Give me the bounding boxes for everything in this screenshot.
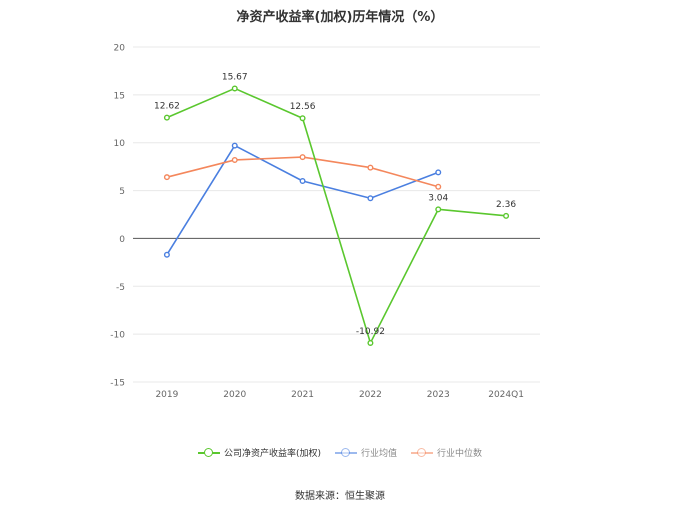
legend-label: 公司净资产收益率(加权) — [223, 449, 321, 459]
data-label: 12.56 — [290, 102, 316, 112]
data-point[interactable] — [367, 195, 374, 202]
legend-item[interactable]: 公司净资产收益率(加权) — [197, 446, 321, 459]
x-tick-label: 2023 — [427, 390, 450, 400]
series-layer — [163, 85, 510, 346]
data-point[interactable] — [435, 183, 442, 190]
legend-swatch-icon — [335, 447, 357, 458]
source-note: 数据来源：恒生聚源 — [295, 491, 385, 502]
data-label: 12.62 — [154, 102, 180, 112]
x-tick-label: 2019 — [155, 390, 178, 400]
legend-item[interactable]: 行业中位数 — [411, 446, 482, 459]
y-tick-label: -5 — [116, 283, 125, 293]
data-label: 15.67 — [222, 72, 248, 82]
data-label: 3.04 — [428, 193, 448, 203]
data-point[interactable] — [299, 177, 306, 184]
y-tick-label: 20 — [114, 44, 126, 54]
chart-title: 净资产收益率(加权)历年情况（%） — [236, 10, 444, 25]
data-point[interactable] — [163, 114, 170, 121]
x-tick-label: 2021 — [291, 390, 314, 400]
x-tick-label: 2024Q1 — [488, 390, 524, 400]
y-tick-label: 5 — [119, 187, 125, 197]
series-line — [166, 87, 507, 344]
data-point[interactable] — [367, 164, 374, 171]
data-point[interactable] — [231, 85, 238, 92]
y-tick-label: 15 — [114, 91, 125, 101]
chart-plot: 20 15 10 5 0 -5 -10 -15 2019 2020 2021 2022 2023 2024… — [110, 44, 540, 401]
y-tick-label: -10 — [110, 331, 125, 341]
data-label: 2.36 — [496, 200, 516, 210]
axis-layer: 20 15 10 5 0 -5 -10 -15 2019 2020 2021 2022 2023 2024… — [110, 44, 524, 401]
data-point[interactable] — [231, 156, 238, 163]
legend-swatch-icon — [197, 447, 220, 458]
legend-label: 行业中位数 — [437, 449, 483, 459]
x-tick-label: 2022 — [359, 390, 382, 400]
data-point[interactable] — [163, 251, 170, 258]
data-point[interactable] — [367, 339, 374, 346]
y-tick-label: 0 — [119, 235, 125, 245]
y-tick-label: 10 — [114, 139, 126, 149]
data-point[interactable] — [231, 142, 238, 149]
legend-item[interactable]: 行业均值 — [335, 446, 397, 459]
data-label: -10.92 — [356, 327, 385, 337]
label-layer: 12.62 15.67 12.56 -10.92 3.04 2.36 — [154, 72, 516, 337]
legend-label: 行业均值 — [361, 449, 398, 459]
legend-swatch-icon — [411, 447, 434, 458]
data-point[interactable] — [435, 206, 442, 213]
data-point[interactable] — [299, 154, 306, 161]
data-point[interactable] — [299, 115, 306, 122]
data-point[interactable] — [503, 212, 510, 219]
legend: 公司净资产收益率(加权) 行业均值 行业中位数 — [0, 446, 680, 459]
data-point[interactable] — [163, 174, 170, 181]
y-tick-label: -15 — [110, 379, 125, 389]
x-tick-label: 2020 — [223, 390, 246, 400]
grid-layer — [133, 46, 540, 383]
data-point[interactable] — [435, 169, 442, 176]
